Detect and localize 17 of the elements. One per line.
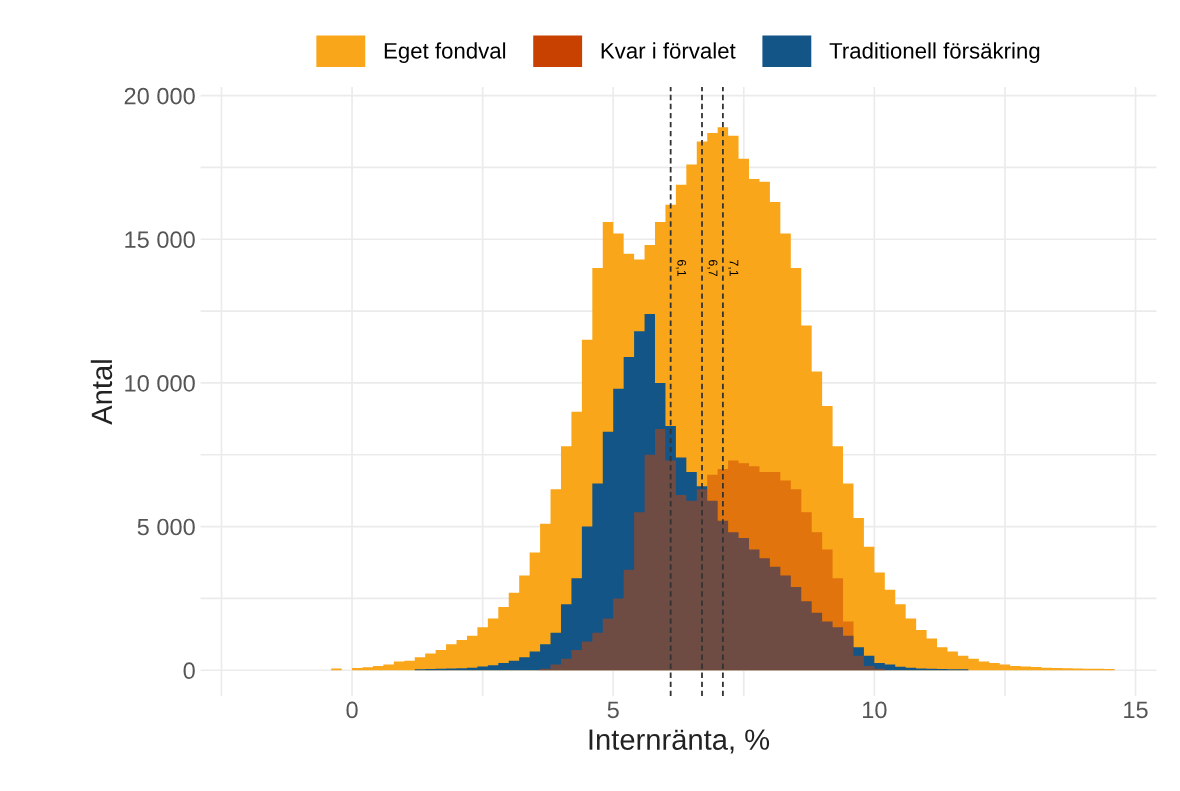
legend-label: Eget fondval — [384, 42, 506, 64]
x-tick-label: 15 — [1124, 701, 1148, 719]
ref-line-label: 7,1 — [728, 259, 739, 277]
legend-label: Kvar i förvalet — [601, 42, 736, 59]
y-axis-title: Antal — [90, 360, 113, 425]
x-axis-title: Internränta, % — [589, 729, 770, 754]
y-tick-label: 0 — [183, 662, 195, 680]
legend-label: Traditionell försäkring — [829, 42, 1040, 64]
ref-line-label: 6,1 — [675, 259, 687, 277]
y-tick-label: 15 000 — [125, 231, 195, 249]
x-tick-label: 10 — [863, 701, 887, 719]
y-tick-label: 20 000 — [124, 87, 195, 105]
x-tick-label: 5 — [607, 701, 619, 719]
y-tick-label: 5 000 — [137, 518, 195, 536]
ref-line-label: 6,7 — [707, 259, 718, 277]
x-tick-label: 0 — [346, 701, 358, 719]
y-tick-label: 10 000 — [125, 374, 195, 392]
